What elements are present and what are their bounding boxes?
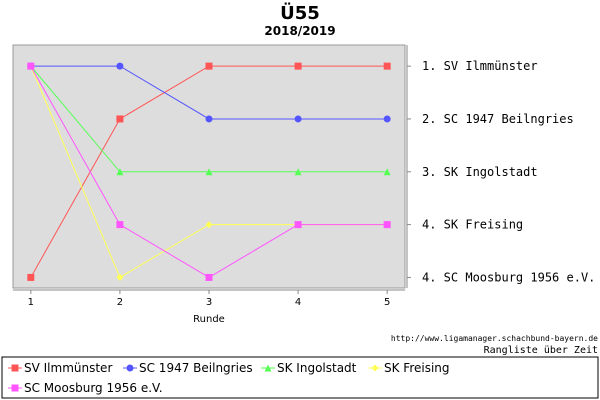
data-point	[27, 62, 35, 70]
x-axis-label: Runde	[193, 314, 225, 325]
rank-axis: 1. SV Ilmmünster 2. SC 1947 Beilngries 3. …	[406, 45, 595, 288]
x-tick-label: 2	[117, 297, 123, 308]
legend-item: SC 1947 Beilngries	[123, 361, 253, 375]
legend-item: SV Ilmmünster	[8, 361, 112, 375]
legend-label: SK Ingolstadt	[277, 361, 357, 375]
x-tick-label: 1	[28, 297, 34, 308]
legend-marker	[11, 384, 19, 392]
data-point	[383, 62, 391, 70]
data-point	[294, 115, 302, 123]
data-point	[383, 115, 391, 123]
legend-marker	[126, 364, 134, 372]
legend-item: SC Moosburg 1956 e.V.	[8, 381, 163, 395]
legend-marker	[264, 364, 272, 372]
data-point	[116, 62, 124, 70]
chart-title: Ü55	[280, 2, 320, 24]
series-3	[27, 62, 391, 176]
legend-label: SK Freising	[384, 361, 450, 375]
data-point	[205, 168, 213, 176]
legend-label: SC 1947 Beilngries	[139, 361, 253, 375]
x-tick-label: 4	[295, 297, 301, 308]
data-point	[294, 62, 302, 70]
series-layer	[27, 62, 391, 281]
legend-item: SK Ingolstadt	[261, 361, 357, 375]
legend-marker	[371, 364, 379, 372]
data-point	[116, 115, 124, 123]
data-point	[205, 221, 213, 229]
data-point	[383, 168, 391, 176]
source-url: http://www.ligamanager.schachbund-bayern…	[391, 334, 598, 343]
data-point	[116, 273, 124, 281]
legend-item: SK Freising	[368, 361, 450, 375]
data-point	[205, 273, 213, 281]
legend: SV Ilmmünster SC 1947 Beilngries SK Ingols…	[8, 361, 450, 395]
rank-label: 1. SV Ilmmünster	[422, 59, 538, 73]
legend-label: SC Moosburg 1956 e.V.	[24, 381, 163, 395]
rank-label: 2. SC 1947 Beilngries	[422, 112, 574, 126]
data-point	[116, 221, 124, 229]
series-5	[27, 62, 391, 281]
x-axis: 1 2 3 4 5	[13, 289, 405, 308]
legend-box	[1, 356, 599, 399]
data-point	[205, 115, 213, 123]
chart-subtitle: 2018/2019	[264, 24, 335, 38]
rank-label: 3. SK Ingolstadt	[422, 165, 538, 179]
rank-label: 4. SK Freising	[422, 218, 523, 232]
data-point	[116, 168, 124, 176]
plot-area	[12, 44, 406, 289]
x-tick-label: 3	[206, 297, 212, 308]
data-point	[27, 273, 35, 281]
data-point	[294, 168, 302, 176]
data-point	[294, 221, 302, 229]
x-tick-label: 5	[384, 297, 390, 308]
source-caption: Rangliste über Zeit	[484, 345, 598, 356]
data-point	[205, 62, 213, 70]
legend-marker	[11, 364, 19, 372]
rank-label: 4. SC Moosburg 1956 e.V.	[422, 270, 595, 284]
legend-label: SV Ilmmünster	[24, 361, 112, 375]
data-point	[383, 221, 391, 229]
